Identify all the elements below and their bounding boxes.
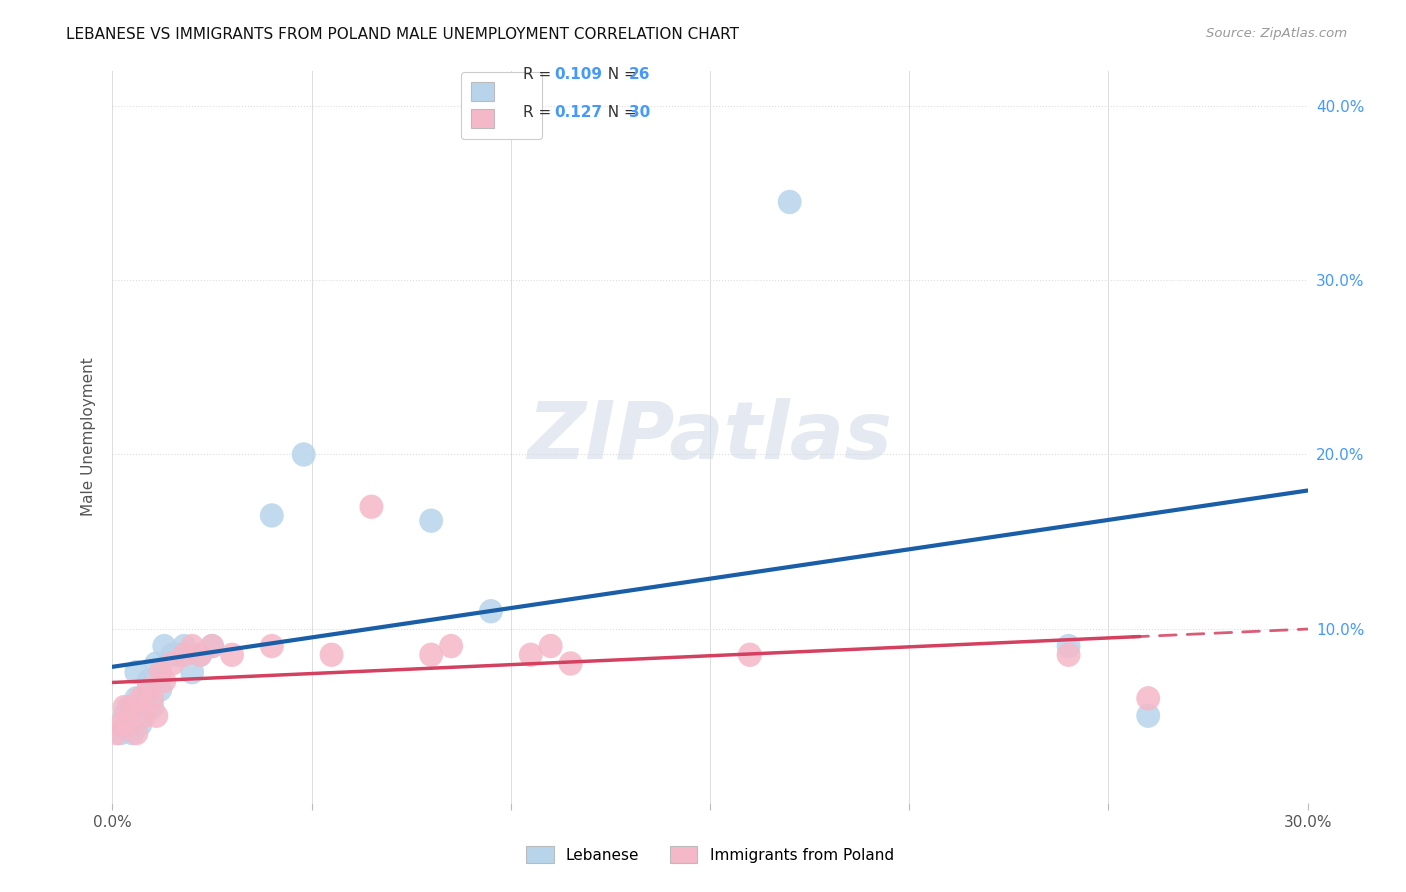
Ellipse shape — [200, 634, 224, 658]
Ellipse shape — [117, 712, 141, 737]
Ellipse shape — [538, 634, 562, 658]
Ellipse shape — [108, 712, 132, 737]
Ellipse shape — [173, 634, 197, 658]
Ellipse shape — [1057, 642, 1081, 667]
Ellipse shape — [439, 634, 463, 658]
Y-axis label: Male Unemployment: Male Unemployment — [80, 358, 96, 516]
Ellipse shape — [128, 686, 152, 711]
Legend: Lebanese, Immigrants from Poland: Lebanese, Immigrants from Poland — [515, 833, 905, 876]
Ellipse shape — [188, 642, 212, 667]
Ellipse shape — [519, 642, 543, 667]
Ellipse shape — [124, 686, 149, 711]
Ellipse shape — [152, 634, 176, 658]
Text: Source: ZipAtlas.com: Source: ZipAtlas.com — [1206, 27, 1347, 40]
Ellipse shape — [219, 642, 245, 667]
Ellipse shape — [132, 686, 156, 711]
Ellipse shape — [292, 442, 316, 467]
Ellipse shape — [149, 660, 173, 684]
Ellipse shape — [180, 634, 204, 658]
Ellipse shape — [149, 677, 173, 702]
Ellipse shape — [141, 686, 165, 711]
Text: 30: 30 — [628, 104, 650, 120]
Ellipse shape — [121, 695, 145, 719]
Text: 26: 26 — [628, 67, 651, 82]
Ellipse shape — [112, 704, 136, 728]
Text: N =: N = — [598, 104, 641, 120]
Ellipse shape — [319, 642, 343, 667]
Ellipse shape — [124, 721, 149, 746]
Ellipse shape — [479, 599, 503, 624]
Ellipse shape — [173, 642, 197, 667]
Ellipse shape — [558, 651, 582, 675]
Ellipse shape — [104, 721, 128, 746]
Ellipse shape — [778, 190, 801, 214]
Ellipse shape — [360, 494, 384, 519]
Text: LEBANESE VS IMMIGRANTS FROM POLAND MALE UNEMPLOYMENT CORRELATION CHART: LEBANESE VS IMMIGRANTS FROM POLAND MALE … — [66, 27, 740, 42]
Ellipse shape — [160, 651, 184, 675]
Ellipse shape — [108, 721, 132, 746]
Ellipse shape — [1136, 686, 1160, 711]
Text: R =: R = — [523, 67, 557, 82]
Text: R =: R = — [523, 104, 557, 120]
Text: ZIPatlas: ZIPatlas — [527, 398, 893, 476]
Ellipse shape — [419, 508, 443, 533]
Ellipse shape — [160, 642, 184, 667]
Ellipse shape — [145, 651, 169, 675]
Ellipse shape — [738, 642, 762, 667]
Ellipse shape — [117, 695, 141, 719]
Ellipse shape — [180, 660, 204, 684]
Ellipse shape — [169, 642, 193, 667]
Ellipse shape — [1057, 634, 1081, 658]
Ellipse shape — [136, 677, 160, 702]
Ellipse shape — [128, 712, 152, 737]
Ellipse shape — [141, 695, 165, 719]
Text: 0.127: 0.127 — [554, 104, 602, 120]
Ellipse shape — [121, 721, 145, 746]
Ellipse shape — [145, 704, 169, 728]
Ellipse shape — [132, 704, 156, 728]
Ellipse shape — [260, 634, 284, 658]
Ellipse shape — [419, 642, 443, 667]
Ellipse shape — [152, 669, 176, 693]
Ellipse shape — [200, 634, 224, 658]
Ellipse shape — [112, 695, 136, 719]
Text: N =: N = — [598, 67, 641, 82]
Ellipse shape — [188, 642, 212, 667]
Ellipse shape — [136, 669, 160, 693]
Ellipse shape — [260, 503, 284, 528]
Text: 0.109: 0.109 — [554, 67, 602, 82]
Ellipse shape — [1136, 704, 1160, 728]
Ellipse shape — [124, 660, 149, 684]
